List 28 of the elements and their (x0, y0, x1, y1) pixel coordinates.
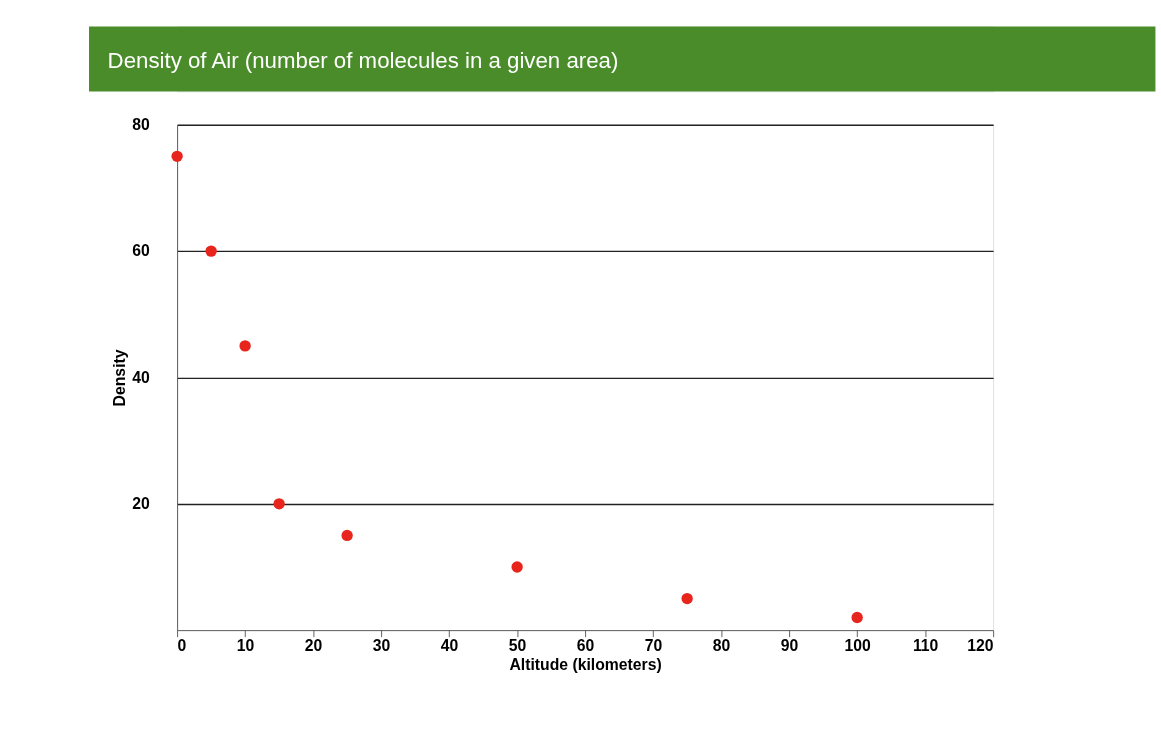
y-tick-label: 20 (132, 494, 150, 512)
y-axis-title: Density (110, 349, 128, 407)
point (273, 498, 285, 510)
x-tick-label: 60 (576, 637, 595, 655)
x-tick-label: 20 (304, 637, 323, 655)
point (341, 529, 353, 542)
point (239, 340, 251, 352)
y-tick-label: 60 (132, 242, 150, 260)
x-tick-label: 120 (967, 637, 994, 655)
x-tick-label: 50 (508, 637, 527, 655)
x-tick-label: 70 (644, 637, 663, 655)
y-tick-label: 40 (132, 368, 150, 386)
x-tick-label: 10 (236, 637, 255, 655)
x-tick-label: 80 (712, 637, 731, 655)
x-tick-label: 90 (780, 637, 799, 655)
x-tick-label: 30 (372, 637, 391, 655)
x-axis-title: Altitude (kilometers) (509, 655, 662, 673)
x-tick-label: 40 (440, 637, 459, 655)
point (205, 245, 217, 257)
chart-title: Density of Air (number of molecules in a given area) (107, 48, 619, 74)
point (681, 592, 693, 605)
y-tick-label: 80 (132, 115, 150, 133)
x-tick-label: 100 (844, 637, 871, 655)
point (511, 561, 523, 573)
point (171, 150, 183, 163)
point (851, 611, 863, 624)
x-tick-label: 110 (912, 637, 939, 655)
x-tick-label: 0 (177, 637, 187, 655)
